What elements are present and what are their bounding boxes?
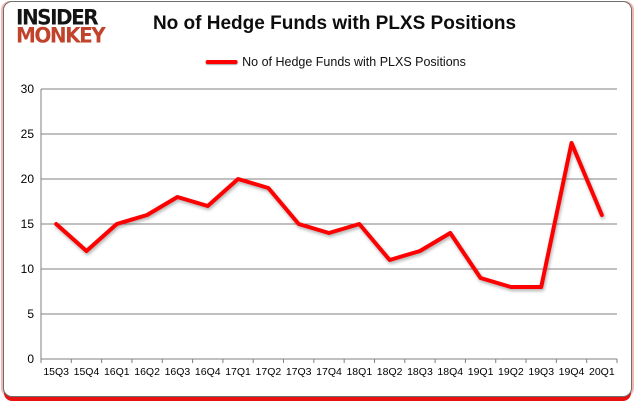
insider-monkey-logo: INSIDER MONKEY [16, 4, 106, 48]
y-tick-label: 10 [21, 262, 35, 276]
x-tick-label: 16Q3 [165, 366, 191, 378]
x-tick-label: 16Q4 [195, 366, 221, 378]
y-tick-label: 5 [27, 307, 34, 321]
y-tick-label: 15 [21, 217, 35, 231]
x-tick-label: 20Q1 [589, 366, 615, 378]
x-tick-label: 18Q2 [377, 366, 403, 378]
x-tick-label: 15Q4 [74, 366, 100, 378]
x-tick-label: 19Q4 [559, 366, 585, 378]
x-tick-label: 19Q3 [528, 366, 554, 378]
x-tick-label: 17Q3 [286, 366, 312, 378]
series-line [54, 141, 604, 289]
chart-card: INSIDER MONKEY No of Hedge Funds with PL… [3, 1, 632, 397]
legend-label: No of Hedge Funds with PLXS Positions [242, 55, 466, 69]
legend-line-marker [205, 60, 238, 64]
x-tick-label: 17Q2 [256, 366, 282, 378]
y-tick-label: 25 [21, 127, 35, 141]
chart-title: No of Hedge Funds with PLXS Positions [152, 13, 517, 34]
x-tick-label: 19Q2 [498, 366, 524, 378]
x-tick-label: 16Q1 [104, 366, 130, 378]
y-tick-label: 20 [21, 172, 35, 186]
x-tick-label: 18Q1 [346, 366, 372, 378]
y-tick-label: 0 [27, 352, 34, 366]
logo-text-monkey: MONKEY [16, 21, 106, 48]
x-tick-label: 17Q1 [225, 366, 251, 378]
legend: No of Hedge Funds with PLXS Positions [205, 55, 466, 69]
logo-text-insider: INSIDER [16, 4, 99, 30]
line-chart: 0 5 10 15 20 25 30 15Q3 15Q4 16Q1 16Q2 16Q3 16Q4 17Q1… [21, 82, 618, 378]
x-tick-label: 16Q2 [134, 366, 160, 378]
x-tick-label: 18Q3 [407, 366, 433, 378]
y-tick-label: 30 [21, 82, 35, 96]
x-tick-label: 19Q1 [468, 366, 494, 378]
x-tick-label: 18Q4 [437, 366, 463, 378]
x-tick-label: 15Q3 [43, 366, 69, 378]
x-tick-label: 17Q4 [316, 366, 342, 378]
